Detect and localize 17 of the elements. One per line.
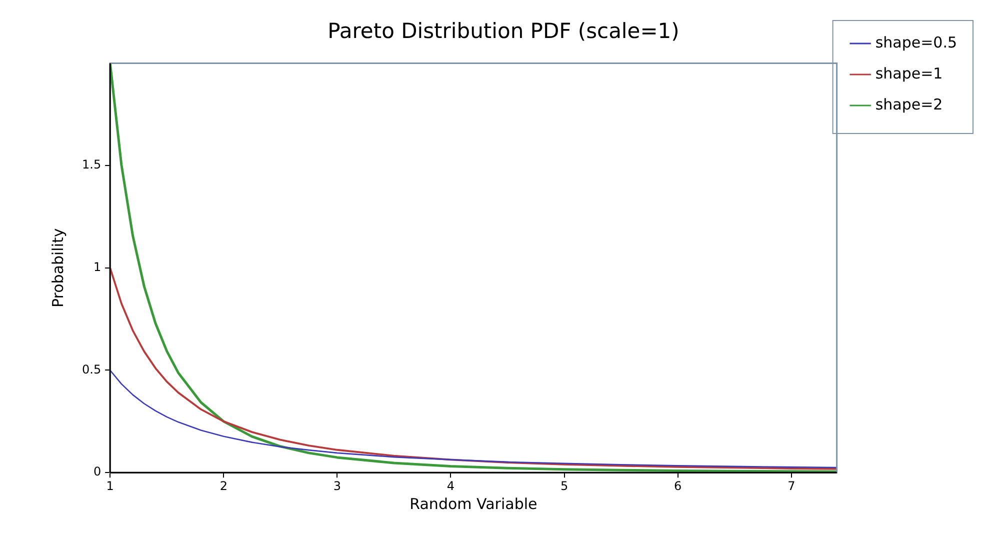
x-tick-label: 7: [788, 478, 796, 493]
y-tick-label: 0: [93, 464, 102, 479]
y-tick-label: 0.5: [82, 362, 102, 376]
x-tick-label: 6: [674, 478, 682, 493]
y-tick-label: 1.5: [82, 158, 102, 172]
y-tick-label: 1: [93, 260, 102, 274]
legend-label: shape=0.5: [875, 33, 957, 52]
legend-label: shape=2: [875, 95, 943, 114]
x-tick-label: 5: [560, 478, 568, 493]
x-tick-label: 3: [333, 478, 342, 493]
x-tick-label: 4: [446, 478, 455, 493]
y-axis-title: Probability: [48, 228, 67, 308]
x-tick-label: 1: [106, 478, 114, 493]
chart-title: Pareto Distribution PDF (scale=1): [328, 19, 680, 44]
x-tick-label: 2: [220, 478, 228, 493]
x-axis-title: Random Variable: [410, 494, 538, 513]
legend-label: shape=1: [875, 64, 943, 82]
